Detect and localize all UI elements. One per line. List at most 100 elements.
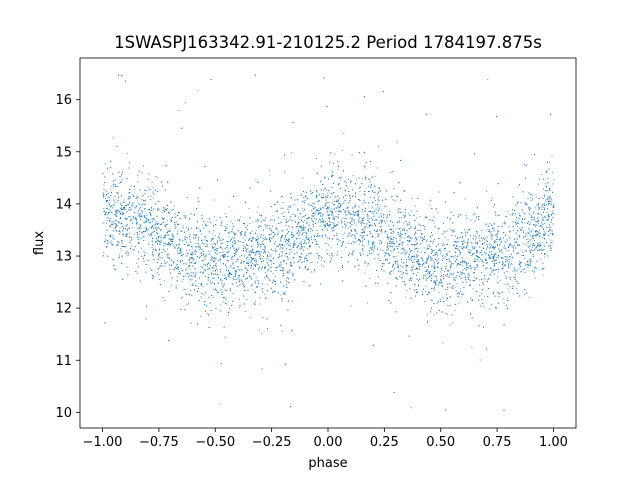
data-point (106, 222, 108, 224)
data-point (454, 304, 456, 305)
data-point (140, 209, 142, 211)
data-point (458, 292, 459, 294)
data-point (337, 169, 339, 171)
data-point (326, 192, 328, 194)
data-point (552, 233, 554, 235)
data-point (322, 215, 323, 217)
data-point (464, 241, 466, 243)
data-point (368, 217, 370, 219)
data-point (426, 258, 428, 260)
data-point (358, 243, 360, 245)
data-point (406, 270, 408, 272)
data-point (427, 313, 428, 315)
data-point (395, 246, 397, 247)
data-point (463, 293, 465, 295)
data-point (353, 212, 355, 214)
data-point (537, 204, 539, 206)
data-point (172, 209, 174, 210)
data-point (419, 236, 421, 238)
data-point (211, 274, 213, 276)
data-point (435, 277, 437, 279)
data-point (329, 196, 331, 198)
data-point (401, 281, 403, 283)
data-point (226, 227, 228, 229)
data-point (229, 271, 231, 273)
data-point (194, 252, 196, 254)
data-point (400, 265, 401, 267)
data-point (163, 242, 165, 244)
data-point (139, 216, 140, 218)
data-point (112, 244, 114, 246)
data-point (527, 245, 529, 247)
data-point (490, 230, 492, 232)
data-point (541, 220, 543, 222)
data-point (321, 264, 323, 266)
data-point (220, 255, 222, 257)
data-point (428, 244, 430, 246)
data-point (368, 191, 370, 193)
data-point (551, 210, 553, 212)
data-point (233, 266, 235, 268)
data-point (322, 219, 324, 221)
data-point (524, 263, 526, 265)
data-point (220, 261, 221, 263)
data-point (321, 221, 323, 223)
data-point (189, 234, 191, 235)
data-point (465, 235, 467, 237)
data-point (546, 171, 548, 173)
data-point (444, 312, 446, 314)
data-point (299, 234, 301, 236)
data-point (372, 207, 373, 209)
data-point (161, 217, 163, 219)
data-point (519, 265, 521, 267)
data-point (194, 272, 196, 274)
data-point (302, 210, 304, 212)
data-point (483, 262, 485, 264)
data-point (237, 259, 239, 261)
data-point (398, 246, 400, 248)
data-point (379, 243, 381, 245)
data-point (526, 241, 528, 243)
data-point (418, 259, 419, 260)
data-point (499, 279, 501, 281)
data-point (247, 248, 249, 250)
data-point (449, 324, 451, 326)
data-point (481, 259, 483, 261)
data-point (470, 250, 472, 251)
data-point (267, 251, 269, 253)
data-point (304, 227, 306, 229)
data-point (230, 272, 232, 274)
data-point (522, 218, 524, 220)
data-point (416, 267, 418, 269)
data-point (188, 244, 190, 246)
data-point (116, 230, 118, 232)
data-point (327, 190, 329, 191)
data-point (313, 185, 315, 187)
data-point (382, 249, 384, 251)
data-point (137, 227, 139, 229)
data-point (232, 231, 234, 233)
data-point (299, 243, 301, 245)
data-point (255, 301, 256, 303)
data-point (436, 266, 438, 268)
data-point (261, 221, 262, 223)
data-point (136, 272, 138, 274)
data-point (233, 240, 235, 242)
data-point (424, 228, 425, 230)
data-point (138, 215, 139, 217)
data-point (264, 225, 266, 227)
data-point (132, 221, 134, 223)
data-point (285, 287, 287, 288)
data-point (169, 245, 171, 247)
data-point (414, 231, 416, 233)
data-point (227, 315, 229, 317)
data-point (280, 325, 282, 326)
data-point (407, 222, 409, 224)
data-point (208, 263, 210, 265)
data-point (390, 235, 392, 237)
data-point (220, 304, 222, 306)
data-point (361, 248, 363, 249)
data-point (289, 219, 291, 221)
data-point (543, 223, 545, 224)
data-point (458, 302, 460, 304)
